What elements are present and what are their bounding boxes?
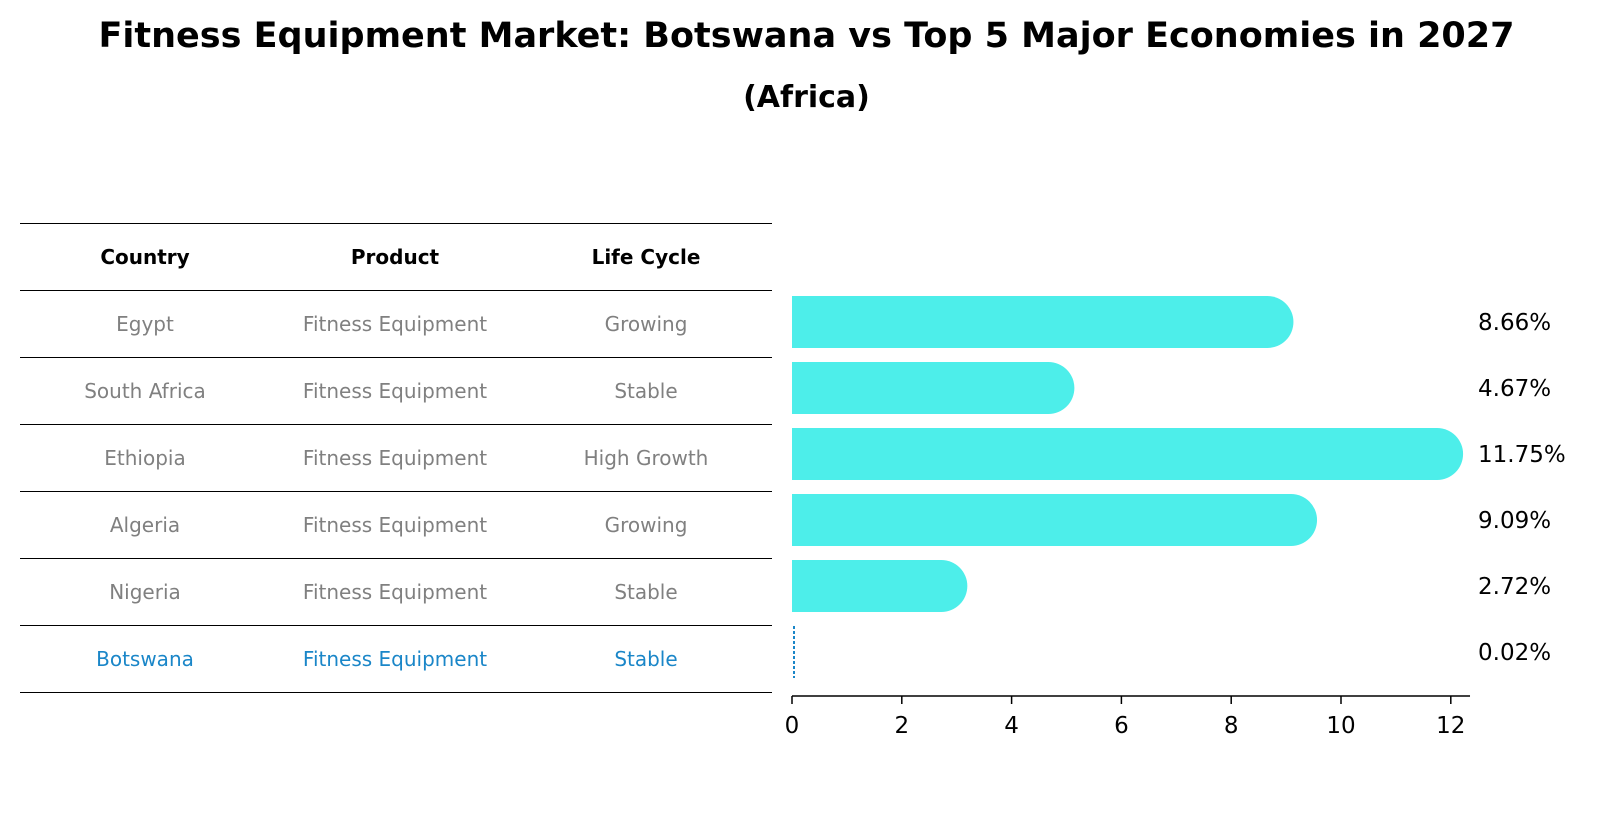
table-row: Nigeria Fitness Equipment Stable: [20, 558, 772, 625]
cell-life-cycle: Growing: [604, 513, 688, 537]
value-label: 8.66%: [1478, 310, 1551, 336]
cell-country: Algeria: [109, 513, 181, 537]
x-tick-label: 8: [1224, 713, 1239, 739]
cell-life-cycle: Growing: [604, 312, 688, 336]
cell-product: Fitness Equipment: [302, 513, 488, 537]
cell-product: Fitness Equipment: [302, 379, 488, 403]
header-life-cycle: Life Cycle: [591, 245, 701, 269]
cell-life-cycle: High Growth: [583, 446, 709, 470]
x-tick-label: 4: [1004, 713, 1019, 739]
cell-life-cycle: Stable: [614, 580, 678, 604]
chart-subtitle: (Africa): [743, 80, 870, 115]
x-tick-label: 0: [785, 713, 800, 739]
table-row: Ethiopia Fitness Equipment High Growth: [20, 424, 772, 491]
table-row: Algeria Fitness Equipment Growing: [20, 491, 772, 558]
table-row-highlight: Botswana Fitness Equipment Stable: [20, 625, 772, 693]
table-row: South Africa Fitness Equipment Stable: [20, 357, 772, 424]
bar-ethiopia: [792, 428, 1464, 480]
cell-product: Fitness Equipment: [302, 647, 488, 671]
header-country: Country: [100, 245, 190, 269]
cell-country: Botswana: [96, 647, 194, 671]
cell-life-cycle: Stable: [614, 379, 678, 403]
cell-product: Fitness Equipment: [302, 580, 488, 604]
bar-south-africa: [792, 362, 1075, 414]
value-label: 4.67%: [1478, 376, 1551, 402]
value-label: 9.09%: [1478, 508, 1551, 534]
x-tick-label: 10: [1326, 713, 1355, 739]
cell-product: Fitness Equipment: [302, 312, 488, 336]
cell-life-cycle: Stable: [614, 647, 678, 671]
cell-product: Fitness Equipment: [302, 446, 488, 470]
bar-algeria: [792, 494, 1318, 546]
header-product: Product: [350, 245, 440, 269]
cell-country: South Africa: [84, 379, 206, 403]
value-label: 11.75%: [1478, 442, 1566, 468]
bar-egypt: [792, 296, 1294, 348]
value-label: 2.72%: [1478, 574, 1551, 600]
table-row: Egypt Fitness Equipment Growing: [20, 290, 772, 357]
x-tick-label: 6: [1114, 713, 1129, 739]
bar-nigeria: [792, 560, 968, 612]
cell-country: Nigeria: [109, 580, 181, 604]
table-header-row: Country Product Life Cycle: [20, 223, 772, 290]
country-table: Country Product Life Cycle Egypt Fitness…: [20, 223, 772, 693]
x-tick-label: 12: [1436, 713, 1465, 739]
x-tick-label: 2: [894, 713, 909, 739]
value-label: 0.02%: [1478, 640, 1551, 666]
cell-country: Egypt: [116, 312, 174, 336]
cell-country: Ethiopia: [104, 446, 186, 470]
chart-title: Fitness Equipment Market: Botswana vs To…: [98, 16, 1515, 56]
